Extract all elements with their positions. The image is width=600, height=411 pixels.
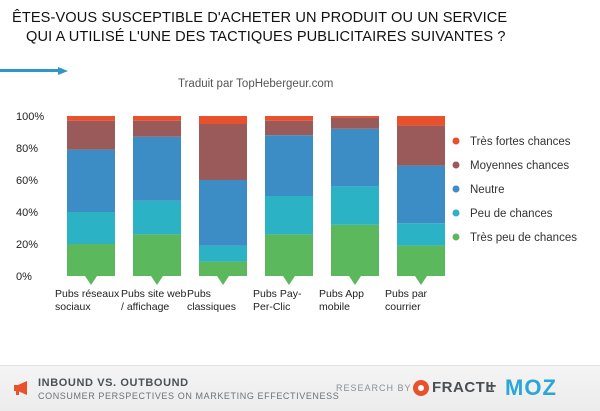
bar-segment bbox=[331, 224, 379, 276]
x-tick-label-line: Per-Clic bbox=[253, 301, 290, 313]
bar-segment bbox=[133, 200, 181, 235]
bar-segment bbox=[133, 234, 181, 276]
bar-segment bbox=[199, 180, 247, 246]
bar-segment bbox=[199, 116, 247, 124]
megaphone-icon bbox=[14, 381, 27, 395]
legend-label: Très fortes chances bbox=[470, 136, 571, 148]
bar-segment bbox=[67, 116, 115, 121]
legend-marker bbox=[452, 137, 460, 145]
bar-segment bbox=[199, 124, 247, 180]
bar-segment bbox=[397, 165, 445, 224]
x-tick-label-line: Pubs bbox=[187, 288, 211, 300]
x-tick-label: Pubs Pay-Per-Clic bbox=[253, 288, 302, 313]
legend-label: Très peu de chances bbox=[470, 232, 577, 244]
bar-pointer bbox=[217, 276, 229, 285]
bar-segment bbox=[67, 244, 115, 276]
title-line-2: QUI A UTILISÉ L'UNE DES TACTIQUES PUBLIC… bbox=[26, 29, 506, 45]
bar-pointer bbox=[283, 276, 295, 285]
x-tick-label: Pubs réseaux sociaux bbox=[55, 288, 120, 313]
y-tick-label: 60% bbox=[16, 175, 38, 187]
fractl-logo: FRACTL bbox=[432, 379, 495, 396]
bar-segment bbox=[133, 120, 181, 137]
chart-title: ÊTES-VOUS SUSCEPTIBLE D'ACHETER UN PRODU… bbox=[12, 9, 588, 47]
legend-label: Moyennes chances bbox=[470, 160, 569, 172]
bar-segment bbox=[133, 116, 181, 121]
legend-marker bbox=[452, 209, 460, 217]
bar-segment bbox=[331, 117, 379, 129]
y-tick-label: 40% bbox=[16, 207, 38, 219]
research-by-label: RESEARCH BY > bbox=[336, 383, 422, 393]
bar-pointer bbox=[85, 276, 97, 285]
legend-marker bbox=[452, 161, 460, 169]
bar-segment bbox=[67, 120, 115, 150]
x-tick-label: Pubs site web / affichage bbox=[121, 288, 187, 313]
bar-segment bbox=[331, 116, 379, 118]
stacked-bar-chart: 0%20%40%60%80%100%Pubs réseaux sociauxPub… bbox=[16, 111, 577, 313]
footer-title: INBOUND VS. OUTBOUND bbox=[38, 377, 189, 389]
x-tick-label-line: Pubs par bbox=[385, 288, 428, 300]
plus-sign: + bbox=[487, 378, 497, 395]
x-tick-label: Pubs App mobile bbox=[319, 288, 364, 313]
bar-segment bbox=[265, 135, 313, 196]
legend-marker bbox=[452, 185, 460, 193]
fractl-logo-icon bbox=[413, 380, 429, 396]
y-tick-label: 80% bbox=[16, 143, 38, 155]
bar-segment bbox=[199, 245, 247, 262]
bar-segment bbox=[397, 116, 445, 126]
x-tick-label-line: Pubs Pay- bbox=[253, 288, 302, 300]
accent-bar bbox=[0, 67, 68, 75]
footer-banner: INBOUND VS. OUTBOUND CONSUMER PERSPECTIV… bbox=[0, 365, 600, 411]
bar-pointer bbox=[415, 276, 427, 285]
bar-segment bbox=[199, 261, 247, 276]
legend-label: Peu de chances bbox=[470, 208, 553, 220]
y-tick-label: 20% bbox=[16, 239, 38, 251]
y-tick-label: 0% bbox=[16, 271, 32, 283]
bar-pointer bbox=[151, 276, 163, 285]
x-tick-label-line: Pubs App bbox=[319, 288, 364, 300]
legend-label: Neutre bbox=[470, 184, 505, 196]
x-tick-label: Pubs classiques bbox=[187, 288, 236, 313]
chart-subtitle: Traduit par TopHebergeur.com bbox=[178, 78, 334, 90]
bar-pointer bbox=[349, 276, 361, 285]
x-tick-label-line: Pubs réseaux bbox=[55, 288, 120, 300]
x-tick-label-line: Pubs site web bbox=[121, 288, 187, 300]
bar-segment bbox=[133, 136, 181, 201]
bar-segment bbox=[331, 128, 379, 187]
bar-segment bbox=[265, 116, 313, 121]
bar-segment bbox=[331, 186, 379, 225]
bar-segment bbox=[67, 212, 115, 244]
footer-subtitle: CONSUMER PERSPECTIVES ON MARKETING EFFEC… bbox=[38, 391, 340, 401]
x-tick-label-line: classiques bbox=[187, 301, 236, 313]
bar-segment bbox=[397, 223, 445, 246]
x-tick-label-line: sociaux bbox=[55, 301, 91, 313]
legend-marker bbox=[452, 233, 460, 241]
bar-segment bbox=[265, 234, 313, 276]
bar-segment bbox=[265, 196, 313, 235]
bar-segment bbox=[67, 149, 115, 212]
x-tick-label-line: mobile bbox=[319, 301, 350, 313]
bar-segment bbox=[397, 245, 445, 276]
x-tick-label-line: / affichage bbox=[121, 301, 169, 313]
bar-segment bbox=[265, 120, 313, 136]
x-tick-label-line: courrier bbox=[385, 301, 421, 313]
x-tick-label: Pubs par courrier bbox=[385, 288, 428, 313]
moz-logo: MOZ bbox=[505, 375, 557, 400]
title-line-1: ÊTES-VOUS SUSCEPTIBLE D'ACHETER UN PRODU… bbox=[12, 10, 508, 26]
y-tick-label: 100% bbox=[16, 111, 44, 123]
bar-segment bbox=[397, 125, 445, 166]
